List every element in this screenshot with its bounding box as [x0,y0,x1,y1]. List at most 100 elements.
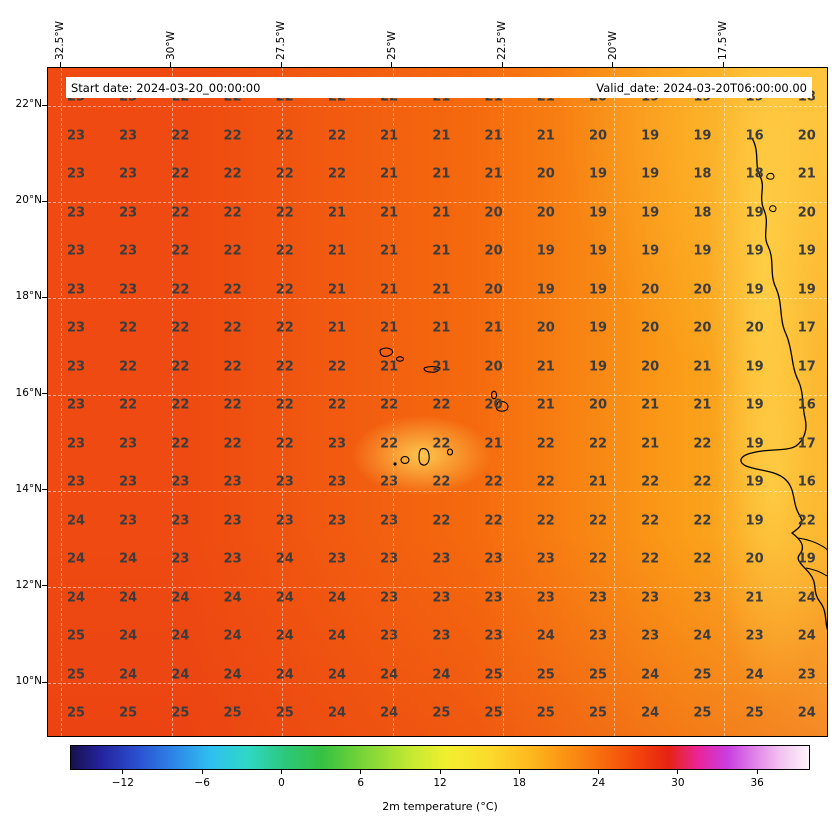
temp-value: 22 [275,397,294,413]
colorbar-tick-mark [518,770,520,774]
colorbar [70,745,810,770]
temp-value: 19 [641,128,660,143]
temp-value: 18 [693,205,712,220]
lon-tick-label: 25°W [383,0,401,60]
temp-value: 20 [693,282,712,297]
temp-value: 16 [797,474,816,490]
temp-value: 20 [536,320,555,336]
lat-tick-label: 18°N [15,290,42,303]
temp-value: 23 [223,551,242,567]
temp-value: 20 [484,282,503,297]
temp-value: 22 [275,436,294,451]
temp-value: 22 [119,359,138,374]
temp-value: 21 [327,282,347,297]
temp-value: 19 [693,243,712,259]
colorbar-label: 2m temperature (°C) [382,800,498,813]
temp-value: 22 [432,474,451,490]
temp-value: 22 [484,474,503,490]
temp-value: 22 [275,359,294,374]
temp-value: 23 [171,513,190,528]
lon-tick-mark [612,62,613,67]
temp-value: 22 [171,243,190,259]
temp-value: 23 [119,474,138,490]
temp-value: 24 [797,628,816,644]
gridline-vertical [392,68,394,736]
temp-value: 21 [380,243,399,259]
temp-value: 21 [380,205,399,220]
temp-value: 17 [797,436,816,451]
lon-tick-mark [722,62,724,67]
temp-value: 21 [380,320,399,336]
lat-tick-mark [42,585,47,587]
gridline-horizontal [48,106,827,107]
temp-value: 23 [119,166,138,182]
temp-value: 24 [119,628,138,644]
temp-value: 23 [119,243,138,259]
island-maio [446,448,454,456]
lon-tick-mark [501,62,503,67]
temp-value: 22 [693,436,712,451]
temp-value: 19 [797,551,816,567]
temp-value: 24 [119,590,138,605]
temp-value: 21 [536,128,555,143]
temp-value: 22 [171,205,190,220]
temp-value: 20 [745,551,764,567]
temp-value: 19 [641,243,660,259]
river-mouth-squiggle [805,567,827,577]
temp-value: 22 [380,397,399,413]
date-bar: Start date: 2024-03-20_00:00:00 Valid_da… [66,77,812,98]
temp-value: 23 [432,590,451,605]
temp-value: 22 [641,474,660,490]
island-boa-vista [495,400,509,412]
lat-tick-label: 12°N [15,578,42,591]
colorbar-tick-mark [598,770,600,774]
lat-tick-mark [42,681,47,683]
gridline-horizontal [48,586,827,588]
temp-value: 19 [693,128,712,143]
temp-value: 23 [66,474,86,490]
temp-value: 23 [223,474,242,490]
temp-value: 22 [432,397,451,413]
lon-tick-text: 32.5°W [54,20,66,60]
temp-value: 24 [275,667,294,682]
temp-value: 23 [484,628,503,644]
lat-tick-mark [42,296,47,298]
temp-value: 24 [66,551,86,567]
temp-value: 25 [119,705,138,721]
temp-value: 23 [119,282,138,297]
gridline-horizontal [48,490,827,492]
temp-value: 25 [66,705,86,721]
lat-tick-label: 20°N [15,194,42,207]
temp-value: 20 [641,359,660,374]
temp-value: 22 [641,513,660,528]
lon-tick-mark [391,62,392,67]
temp-value: 23 [66,128,86,143]
temp-value: 21 [484,166,503,182]
lon-tick-label: 20°W [604,0,622,60]
temp-value: 22 [327,397,347,413]
temp-value: 19 [797,282,816,297]
temp-value: 24 [327,590,347,605]
temp-value: 25 [693,667,712,682]
temp-value: 24 [745,667,764,682]
coastline [740,137,827,631]
temp-value: 22 [693,513,712,528]
temp-value: 23 [66,397,86,413]
temp-value: 23 [380,551,399,567]
temp-value: 23 [641,628,660,644]
temp-value: 23 [171,474,190,490]
temp-value: 23 [380,628,399,644]
temp-value: 22 [275,128,294,143]
temp-value: 23 [432,628,451,644]
temp-value: 23 [66,436,86,451]
temp-value: 21 [641,436,660,451]
temp-value: 24 [223,667,242,682]
temp-value: 25 [484,705,503,721]
temp-value: 19 [745,513,764,528]
temp-value: 21 [432,128,451,143]
temp-value: 22 [171,282,190,297]
temp-value: 24 [641,667,660,682]
temp-value: 23 [484,551,503,567]
island-sal [490,390,498,400]
temp-value: 23 [119,205,138,220]
